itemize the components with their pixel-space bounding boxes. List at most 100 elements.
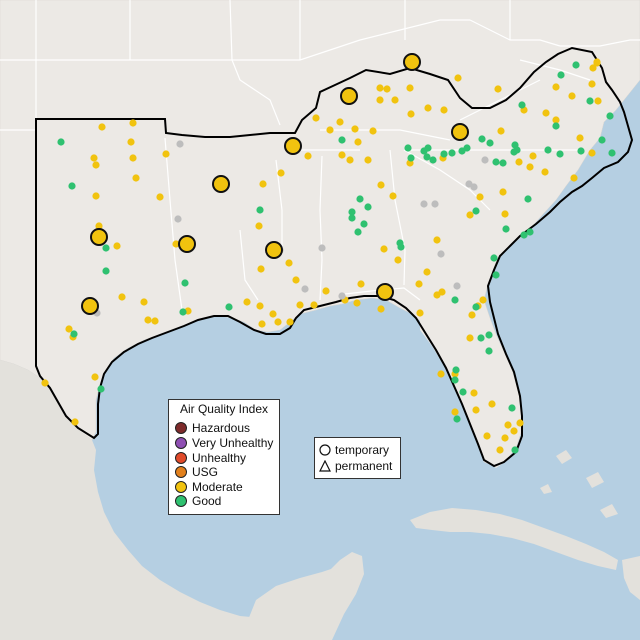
monitor-good[interactable]: [225, 303, 233, 311]
monitor-no-data[interactable]: [176, 140, 184, 148]
monitor-moderate[interactable]: [312, 114, 320, 122]
monitor-moderate[interactable]: [377, 305, 385, 313]
monitor-good[interactable]: [572, 61, 580, 69]
monitor-good[interactable]: [354, 228, 362, 236]
monitor-moderate[interactable]: [470, 389, 478, 397]
monitor-moderate[interactable]: [286, 318, 294, 326]
monitor-moderate[interactable]: [440, 106, 448, 114]
monitor-moderate[interactable]: [292, 276, 300, 284]
monitor-good[interactable]: [492, 158, 500, 166]
monitor-moderate[interactable]: [415, 280, 423, 288]
monitor-moderate[interactable]: [588, 80, 596, 88]
monitor-moderate[interactable]: [364, 156, 372, 164]
monitor-good[interactable]: [404, 144, 412, 152]
monitor-good[interactable]: [499, 159, 507, 167]
monitor-no-data[interactable]: [318, 244, 326, 252]
monitor-moderate[interactable]: [541, 168, 549, 176]
monitor-good[interactable]: [70, 330, 78, 338]
monitor-no-data[interactable]: [470, 183, 478, 191]
monitor-good[interactable]: [485, 347, 493, 355]
monitor-good[interactable]: [452, 366, 460, 374]
monitor-good[interactable]: [490, 254, 498, 262]
monitor-moderate[interactable]: [424, 104, 432, 112]
temporary-monitor-moderate[interactable]: [265, 241, 283, 259]
monitor-moderate[interactable]: [433, 236, 441, 244]
monitor-moderate[interactable]: [91, 373, 99, 381]
temporary-monitor-moderate[interactable]: [178, 235, 196, 253]
monitor-good[interactable]: [181, 279, 189, 287]
monitor-moderate[interactable]: [515, 158, 523, 166]
monitor-moderate[interactable]: [501, 210, 509, 218]
monitor-moderate[interactable]: [501, 434, 509, 442]
monitor-moderate[interactable]: [256, 302, 264, 310]
monitor-good[interactable]: [440, 150, 448, 158]
monitor-moderate[interactable]: [504, 421, 512, 429]
temporary-monitor-moderate[interactable]: [340, 87, 358, 105]
monitor-good[interactable]: [492, 271, 500, 279]
monitor-moderate[interactable]: [394, 256, 402, 264]
monitor-good[interactable]: [397, 243, 405, 251]
monitor-good[interactable]: [453, 415, 461, 423]
monitor-no-data[interactable]: [338, 292, 346, 300]
monitor-moderate[interactable]: [144, 316, 152, 324]
monitor-moderate[interactable]: [570, 174, 578, 182]
monitor-no-data[interactable]: [437, 250, 445, 258]
monitor-moderate[interactable]: [454, 74, 462, 82]
monitor-good[interactable]: [556, 150, 564, 158]
monitor-moderate[interactable]: [377, 181, 385, 189]
monitor-moderate[interactable]: [494, 85, 502, 93]
monitor-moderate[interactable]: [95, 222, 103, 230]
monitor-moderate[interactable]: [383, 85, 391, 93]
monitor-moderate[interactable]: [576, 134, 584, 142]
monitor-moderate[interactable]: [380, 245, 388, 253]
monitor-moderate[interactable]: [132, 174, 140, 182]
monitor-good[interactable]: [508, 404, 516, 412]
monitor-good[interactable]: [429, 156, 437, 164]
monitor-moderate[interactable]: [588, 149, 596, 157]
monitor-good[interactable]: [57, 138, 65, 146]
monitor-moderate[interactable]: [336, 118, 344, 126]
monitor-moderate[interactable]: [277, 169, 285, 177]
monitor-good[interactable]: [485, 331, 493, 339]
monitor-no-data[interactable]: [301, 285, 309, 293]
monitor-good[interactable]: [518, 101, 526, 109]
monitor-moderate[interactable]: [310, 301, 318, 309]
monitor-moderate[interactable]: [304, 152, 312, 160]
monitor-moderate[interactable]: [65, 325, 73, 333]
monitor-good[interactable]: [348, 208, 356, 216]
monitor-moderate[interactable]: [92, 192, 100, 200]
monitor-moderate[interactable]: [391, 96, 399, 104]
monitor-good[interactable]: [472, 207, 480, 215]
monitor-moderate[interactable]: [529, 152, 537, 160]
monitor-good[interactable]: [459, 388, 467, 396]
monitor-moderate[interactable]: [483, 432, 491, 440]
monitor-moderate[interactable]: [594, 97, 602, 105]
monitor-good[interactable]: [557, 71, 565, 79]
monitor-good[interactable]: [513, 146, 521, 154]
monitor-moderate[interactable]: [71, 418, 79, 426]
monitor-moderate[interactable]: [376, 96, 384, 104]
monitor-good[interactable]: [451, 296, 459, 304]
monitor-moderate[interactable]: [497, 127, 505, 135]
monitor-moderate[interactable]: [526, 163, 534, 171]
monitor-moderate[interactable]: [437, 370, 445, 378]
monitor-good[interactable]: [356, 195, 364, 203]
monitor-moderate[interactable]: [376, 84, 384, 92]
monitor-moderate[interactable]: [466, 334, 474, 342]
monitor-good[interactable]: [448, 149, 456, 157]
temporary-monitor-moderate[interactable]: [403, 53, 421, 71]
monitor-moderate[interactable]: [593, 59, 601, 67]
monitor-good[interactable]: [486, 139, 494, 147]
monitor-moderate[interactable]: [258, 320, 266, 328]
monitor-moderate[interactable]: [357, 280, 365, 288]
monitor-good[interactable]: [608, 149, 616, 157]
monitor-moderate[interactable]: [451, 408, 459, 416]
monitor-moderate[interactable]: [296, 301, 304, 309]
monitor-moderate[interactable]: [322, 287, 330, 295]
monitor-moderate[interactable]: [257, 265, 265, 273]
temporary-monitor-moderate[interactable]: [451, 123, 469, 141]
monitor-moderate[interactable]: [113, 242, 121, 250]
monitor-no-data[interactable]: [431, 200, 439, 208]
monitor-moderate[interactable]: [346, 156, 354, 164]
temporary-monitor-moderate[interactable]: [212, 175, 230, 193]
